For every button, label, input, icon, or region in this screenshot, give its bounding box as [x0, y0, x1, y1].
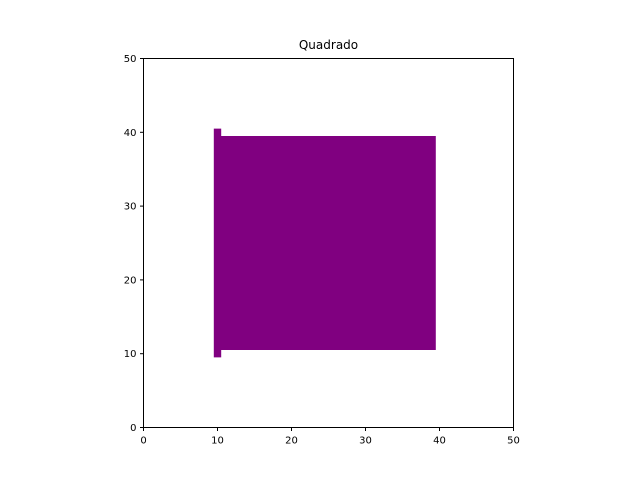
axes-frame: [143, 58, 514, 428]
x-tick-label: 20: [285, 436, 298, 447]
y-tick-label: 10: [124, 349, 137, 360]
x-tick-label: 40: [433, 436, 446, 447]
y-tick-label: 50: [124, 54, 137, 65]
y-tick-label: 0: [130, 423, 136, 434]
filled-square-shape: [213, 128, 436, 358]
y-tick-label: 20: [124, 275, 137, 286]
x-tick-label: 50: [507, 436, 520, 447]
chart-marks: [213, 128, 436, 358]
x-tick-label: 0: [140, 436, 146, 447]
y-tick-label: 40: [124, 128, 137, 139]
x-tick-label: 10: [211, 436, 224, 447]
x-tick-label: 30: [359, 436, 372, 447]
y-tick-label: 30: [124, 202, 137, 213]
chart-title: Quadrado: [299, 38, 358, 52]
y-axis: 0 10 20 30 40 50: [124, 54, 144, 434]
x-axis: 0 10 20 30 40 50: [140, 427, 520, 447]
